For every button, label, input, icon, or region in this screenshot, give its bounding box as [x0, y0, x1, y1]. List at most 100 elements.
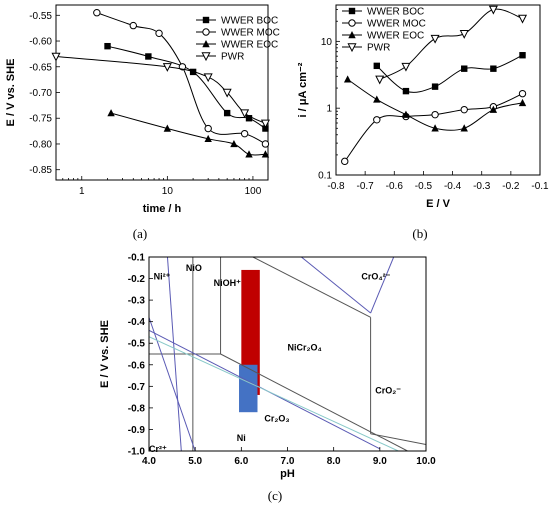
a-x-tick-label-1: 10 [162, 186, 174, 197]
c-x-tick-label-1: 5.0 [188, 456, 202, 467]
a-x-tick-label-2: 100 [245, 186, 262, 197]
c-region-label-7: Ni [237, 433, 246, 443]
a-y-tick-label-0: -0.85 [29, 165, 52, 176]
b-point-3-0 [375, 75, 385, 85]
c-region-label-8: Cr²⁺ [149, 444, 167, 454]
b-x-tick-label-0: -0.8 [327, 181, 345, 192]
a-point-2-4 [245, 150, 253, 158]
b-point-1-0 [341, 157, 349, 166]
b-point-2-3 [431, 124, 439, 132]
b-series-line-0 [376, 54, 523, 93]
a-point-0-0 [104, 42, 111, 50]
a-legend-label-0: WWER BOC [221, 16, 278, 27]
c-boundary-line-11 [166, 257, 182, 451]
a-point-1-2 [155, 29, 163, 38]
c-x-axis-label: pH [280, 468, 295, 480]
c-potential-range-0 [241, 269, 260, 395]
b-legend-marker-2 [348, 31, 356, 39]
b-point-2-5 [489, 105, 498, 113]
a-point-0-1 [145, 53, 152, 60]
a-point-3-3 [222, 88, 232, 98]
b-point-0-1 [402, 87, 410, 95]
b-x-tick-label-3: -0.5 [415, 181, 433, 192]
c-region-label-3: CrO₄²⁻ [361, 271, 390, 281]
b-y-tick-label-1: 1 [326, 104, 332, 115]
a-x-axis-label: time / h [143, 203, 182, 215]
c-boundary-line-7 [149, 317, 196, 451]
a-point-3-5 [260, 119, 270, 129]
c-boundary-line-3 [252, 257, 371, 318]
c-x-tick-label-0: 4.0 [142, 456, 156, 467]
b-point-3-1 [401, 62, 411, 72]
a-point-1-5 [240, 129, 249, 138]
a-point-2-1 [163, 124, 172, 132]
chart-b: -0.8 -0.7 -0.6 -0.5 -0.4 -0.3 -0.2 -0.1 0.1 1 10 E … [297, 4, 549, 210]
b-point-2-6 [518, 98, 527, 107]
b-y-axis-label: i / μA cm⁻² [297, 62, 309, 117]
b-x-tick-label-6: -0.2 [502, 181, 520, 192]
caption-a: (a) [133, 226, 147, 241]
b-point-0-3 [461, 65, 468, 72]
c-y-tick-label-4: -0.6 [128, 360, 146, 371]
a-legend-marker-2 [202, 40, 210, 48]
c-y-tick-label-7: -0.3 [128, 296, 146, 307]
plot-frame [335, 4, 541, 176]
a-y-axis-label: E / V vs. SHE [5, 59, 17, 127]
b-legend-label-3: PWR [367, 43, 390, 54]
a-point-3-1 [162, 63, 172, 72]
b-point-1-1 [373, 116, 381, 124]
c-y-tick-label-3: -0.7 [128, 382, 146, 393]
b-legend-label-1: WWER MOC [367, 19, 426, 30]
a-legend-label-1: WWER MOC [221, 28, 280, 39]
b-point-0-2 [431, 83, 439, 90]
c-plot-area [149, 257, 426, 451]
c-boundary-line-12 [149, 336, 399, 451]
b-point-2-0 [343, 75, 352, 83]
b-x-tick-label-2: -0.6 [386, 181, 404, 192]
a-point-0-5 [262, 125, 269, 132]
a-point-3-0 [51, 52, 61, 62]
b-point-0-0 [373, 62, 380, 70]
c-y-axis-label: E / V vs. SHE [99, 320, 111, 388]
b-point-3-5 [517, 14, 528, 24]
a-y-tick-label-2: -0.75 [29, 114, 52, 125]
a-legend-marker-1 [202, 28, 210, 36]
a-legend-label-2: WWER EOC [221, 40, 278, 51]
a-point-1-1 [129, 21, 137, 30]
a-legend-label-3: PWR [221, 52, 244, 63]
caption-c: (c) [268, 488, 282, 503]
a-y-tick-label-1: -0.80 [29, 139, 52, 150]
chart-c: 4.0 5.0 6.0 7.0 8.0 9.0 10.0 -1.0 -0.9 -0.8 -0.7 -0… [99, 253, 436, 481]
caption-b: (b) [412, 226, 427, 241]
b-point-0-5 [519, 52, 526, 59]
b-point-0-4 [490, 65, 497, 72]
b-point-2-1 [373, 95, 381, 103]
c-y-tick-label-9: -0.1 [128, 253, 146, 264]
b-point-3-2 [430, 34, 440, 44]
a-point-2-0 [107, 109, 115, 117]
b-legend-label-0: WWER BOC [367, 7, 424, 18]
c-potential-range-1 [239, 364, 258, 413]
b-point-3-4 [488, 5, 498, 15]
c-x-tick-label-2: 6.0 [234, 456, 248, 467]
a-point-2-2 [204, 134, 212, 143]
c-x-tick-label-4: 8.0 [327, 456, 341, 467]
c-y-tick-label-8: -0.2 [128, 274, 146, 285]
c-y-tick-label-6: -0.4 [128, 317, 146, 328]
a-point-1-6 [261, 140, 270, 148]
b-point-1-6 [518, 89, 527, 98]
a-point-2-3 [230, 139, 238, 148]
b-legend-marker-1 [348, 19, 356, 27]
chart-a: 1 10 100 -0.85 -0.80 -0.75 -0.70 -0.65 -0.60 -0.5… [5, 4, 280, 215]
c-x-tick-label-5: 9.0 [373, 456, 387, 467]
c-y-tick-label-0: -1.0 [128, 447, 146, 458]
b-legend-marker-0 [348, 7, 356, 15]
b-point-2-4 [460, 124, 468, 132]
b-point-1-3 [431, 110, 439, 119]
c-boundary-line-6 [370, 433, 426, 446]
b-legend-label-2: WWER EOC [367, 31, 424, 42]
c-x-tick-label-3: 7.0 [281, 456, 295, 467]
c-region-label-1: NiO [186, 263, 202, 273]
a-point-0-3 [223, 109, 231, 117]
